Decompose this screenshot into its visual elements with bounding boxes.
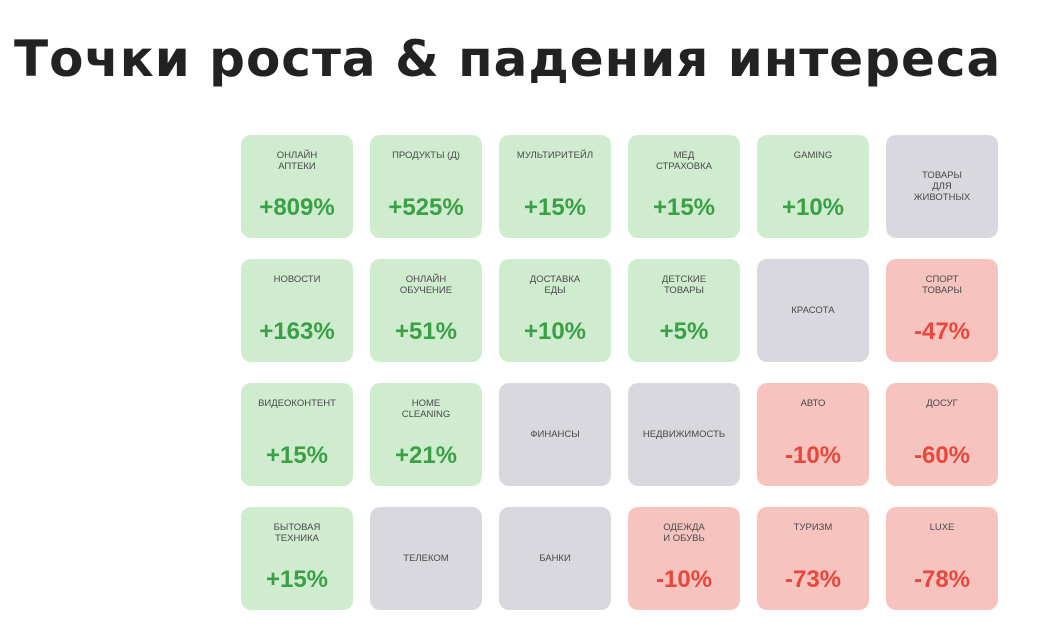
tile-label: ТЕЛЕКОМ — [403, 553, 449, 564]
category-tile: ТОВАРЫ ДЛЯ ЖИВОТНЫХ — [886, 135, 998, 238]
tile-label: БЫТОВАЯ ТЕХНИКА — [273, 522, 321, 544]
tile-label: КРАСОТА — [791, 305, 835, 316]
category-tile: БАНКИ — [499, 507, 611, 610]
tile-label: ТУРИЗМ — [793, 522, 833, 533]
category-tile: ОДЕЖДА И ОБУВЬ -10% — [628, 507, 740, 610]
category-tile: АВТО -10% — [757, 383, 869, 486]
category-tile: HOME CLEANING +21% — [370, 383, 482, 486]
tile-change-value: -60% — [913, 442, 971, 469]
tile-change-value: +10% — [781, 194, 845, 221]
category-tile: КРАСОТА — [757, 259, 869, 362]
tile-label: ОДЕЖДА И ОБУВЬ — [663, 522, 705, 544]
tile-label: ДЕТСКИЕ ТОВАРЫ — [661, 274, 707, 296]
tile-change-value: +163% — [259, 318, 335, 345]
category-tile: СПОРТ ТОВАРЫ -47% — [886, 259, 998, 362]
category-tile: ДОСУГ -60% — [886, 383, 998, 486]
tile-label: ДОСУГ — [926, 398, 958, 409]
tile-change-value: +15% — [652, 194, 716, 221]
tile-label: МЕД СТРАХОВКА — [655, 150, 712, 172]
category-tile: НЕДВИЖИМОСТЬ — [628, 383, 740, 486]
category-tile: LUXE -78% — [886, 507, 998, 610]
tile-change-value: -73% — [784, 566, 842, 593]
tile-label: АВТО — [800, 398, 826, 409]
tile-label: GAMING — [793, 150, 833, 161]
tile-label: МУЛЬТИРИТЕЙЛ — [516, 150, 594, 161]
tile-label: ПРОДУКТЫ (Д) — [392, 150, 460, 161]
tile-label: ДОСТАВКА ЕДЫ — [529, 274, 581, 296]
category-tile: ТЕЛЕКОМ — [370, 507, 482, 610]
tile-label: ТОВАРЫ ДЛЯ ЖИВОТНЫХ — [913, 170, 971, 203]
tile-change-value: +21% — [394, 442, 458, 469]
category-tile: ОНЛАЙН ОБУЧЕНИЕ +51% — [370, 259, 482, 362]
category-tile: ДОСТАВКА ЕДЫ +10% — [499, 259, 611, 362]
category-grid: ОНЛАЙН АПТЕКИ +809% ПРОДУКТЫ (Д) +525% МУЛЬТ… — [241, 135, 998, 610]
tile-change-value: -47% — [913, 318, 971, 345]
tile-change-value: +15% — [265, 442, 329, 469]
tile-label: НЕДВИЖИМОСТЬ — [642, 429, 726, 440]
tile-label: НОВОСТИ — [273, 274, 321, 285]
category-tile: ДЕТСКИЕ ТОВАРЫ +5% — [628, 259, 740, 362]
category-tile: GAMING +10% — [757, 135, 869, 238]
tile-change-value: -78% — [913, 566, 971, 593]
category-tile: МЕД СТРАХОВКА +15% — [628, 135, 740, 238]
tile-change-value: +5% — [659, 318, 709, 345]
category-tile: МУЛЬТИРИТЕЙЛ +15% — [499, 135, 611, 238]
category-tile: ТУРИЗМ -73% — [757, 507, 869, 610]
tile-change-value: +15% — [265, 566, 329, 593]
tile-change-value: +51% — [394, 318, 458, 345]
tile-change-value: +809% — [259, 194, 335, 221]
category-tile: НОВОСТИ +163% — [241, 259, 353, 362]
tile-label: ВИДЕОКОНТЕНТ — [258, 398, 336, 409]
category-tile: ПРОДУКТЫ (Д) +525% — [370, 135, 482, 238]
tile-label: БАНКИ — [539, 553, 571, 564]
tile-change-value: -10% — [784, 442, 842, 469]
category-tile: ФИНАНСЫ — [499, 383, 611, 486]
page-title: Точки роста & падения интереса — [14, 30, 1002, 88]
tile-label: HOME CLEANING — [401, 398, 451, 420]
tile-change-value: +10% — [523, 318, 587, 345]
tile-label: ФИНАНСЫ — [530, 429, 580, 440]
tile-change-value: -10% — [655, 566, 713, 593]
category-tile: ВИДЕОКОНТЕНТ +15% — [241, 383, 353, 486]
tile-label: ОНЛАЙН ОБУЧЕНИЕ — [399, 274, 453, 296]
tile-label: ОНЛАЙН АПТЕКИ — [276, 150, 318, 172]
tile-change-value: +15% — [523, 194, 587, 221]
tile-label: СПОРТ ТОВАРЫ — [922, 274, 962, 296]
tile-change-value: +525% — [388, 194, 464, 221]
category-tile: БЫТОВАЯ ТЕХНИКА +15% — [241, 507, 353, 610]
category-tile: ОНЛАЙН АПТЕКИ +809% — [241, 135, 353, 238]
tile-label: LUXE — [929, 522, 955, 533]
